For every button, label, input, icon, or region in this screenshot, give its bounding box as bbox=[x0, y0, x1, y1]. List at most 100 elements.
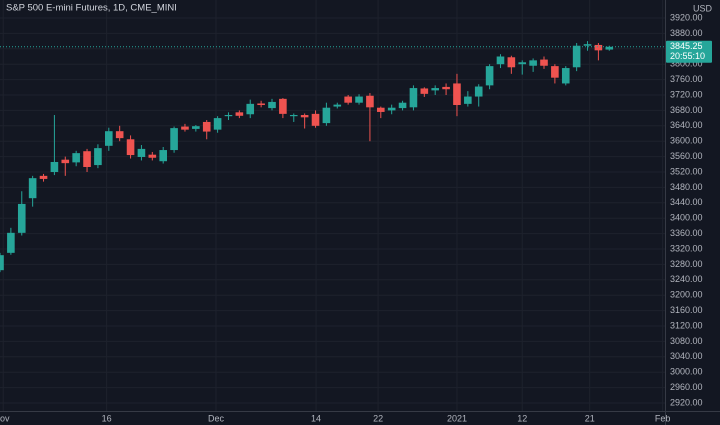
y-tick-label: 3480.00 bbox=[670, 182, 703, 192]
candle-body bbox=[605, 46, 614, 50]
y-tick-label: 3520.00 bbox=[670, 166, 703, 176]
candle-body bbox=[377, 107, 385, 112]
y-tick-label: 3120.00 bbox=[670, 320, 703, 330]
y-tick-label: 3360.00 bbox=[670, 228, 703, 238]
candle-body bbox=[398, 102, 407, 109]
candle-body bbox=[50, 161, 59, 172]
countdown-label: 20:55:10 bbox=[670, 51, 705, 61]
candle-body bbox=[583, 44, 592, 46]
y-tick-label: 3920.00 bbox=[670, 12, 703, 22]
y-tick-label: 3040.00 bbox=[670, 351, 703, 361]
y-tick-label: 2960.00 bbox=[670, 382, 703, 392]
y-tick-label: 3600.00 bbox=[670, 136, 703, 146]
candle-body bbox=[28, 178, 37, 199]
candle-body bbox=[202, 121, 211, 132]
y-tick-label: 3880.00 bbox=[670, 28, 703, 38]
candle-body bbox=[322, 107, 331, 124]
candle-body bbox=[496, 56, 505, 65]
x-tick-label: 2021 bbox=[447, 413, 467, 423]
candle-body bbox=[518, 62, 527, 65]
x-tick-label: 14 bbox=[311, 413, 321, 423]
candle-body bbox=[181, 126, 189, 130]
candle-body bbox=[192, 126, 200, 129]
x-tick-label: Feb bbox=[655, 413, 671, 423]
x-tick-label: 16 bbox=[102, 413, 112, 423]
y-tick-label: 3160.00 bbox=[670, 305, 703, 315]
candle-body bbox=[453, 83, 461, 106]
chart-title: S&P 500 E-mini Futures, 1D, CME_MINI bbox=[6, 3, 177, 14]
y-tick-label: 3320.00 bbox=[670, 243, 703, 253]
candle-body bbox=[61, 159, 70, 164]
candle-body bbox=[431, 88, 439, 91]
y-tick-label: 3640.00 bbox=[670, 120, 703, 130]
candle-body bbox=[83, 151, 91, 167]
x-tick-label: Dec bbox=[208, 413, 225, 423]
last-price-label: 3845.25 bbox=[670, 41, 703, 51]
candle-body bbox=[94, 148, 102, 166]
candle-body bbox=[409, 88, 418, 108]
candle-body bbox=[485, 66, 494, 86]
y-tick-label: 3440.00 bbox=[670, 197, 703, 207]
candle-body bbox=[246, 103, 255, 115]
candle-body bbox=[126, 139, 135, 156]
candle-body bbox=[442, 86, 450, 90]
candle-body bbox=[387, 107, 396, 111]
candle-body bbox=[17, 203, 26, 233]
candle-body bbox=[115, 131, 124, 139]
candle-body bbox=[344, 96, 352, 103]
candle-body bbox=[289, 115, 298, 117]
candle-body bbox=[507, 57, 516, 68]
candle-body bbox=[551, 66, 559, 78]
y-tick-label: 3560.00 bbox=[670, 151, 703, 161]
candle-body bbox=[594, 44, 603, 51]
y-tick-label: 3400.00 bbox=[670, 213, 703, 223]
candle-body bbox=[224, 115, 233, 117]
candle-body bbox=[39, 175, 48, 179]
candle-body bbox=[311, 113, 320, 126]
candle-body bbox=[529, 60, 537, 66]
y-tick-label: 3280.00 bbox=[670, 259, 703, 269]
candles bbox=[0, 41, 614, 273]
candle-body bbox=[7, 232, 15, 253]
x-tick-label: 12 bbox=[517, 413, 527, 423]
candle-body bbox=[300, 115, 309, 118]
candle-body bbox=[540, 59, 548, 66]
y-tick-label: 2920.00 bbox=[670, 397, 703, 407]
candle-body bbox=[420, 88, 429, 94]
y-tick-label: 3200.00 bbox=[670, 290, 703, 300]
x-tick-label: 22 bbox=[373, 413, 383, 423]
candle-body bbox=[235, 112, 244, 116]
candle-body bbox=[366, 95, 374, 108]
candle-body bbox=[137, 148, 146, 157]
candle-body bbox=[279, 98, 287, 114]
candle-body bbox=[474, 86, 483, 97]
candle-body bbox=[333, 104, 342, 107]
last-price-box bbox=[666, 40, 712, 63]
x-tick-label: ov bbox=[0, 413, 10, 423]
y-tick-label: 3760.00 bbox=[670, 74, 703, 84]
candle-body bbox=[105, 131, 113, 146]
y-tick-label: 3000.00 bbox=[670, 367, 703, 377]
y-tick-label: 3080.00 bbox=[670, 336, 703, 346]
currency-label: USD bbox=[693, 3, 713, 13]
y-tick-label: 3680.00 bbox=[670, 105, 703, 115]
candle-body bbox=[72, 153, 80, 163]
candle-body bbox=[257, 103, 265, 106]
candle-body bbox=[159, 150, 167, 162]
candle-body bbox=[148, 154, 157, 158]
candle-body bbox=[268, 101, 276, 109]
y-tick-label: 3720.00 bbox=[670, 89, 703, 99]
candle-body bbox=[572, 45, 581, 68]
candle-body bbox=[213, 118, 222, 130]
candle-body bbox=[561, 68, 570, 84]
candle-body bbox=[355, 96, 363, 103]
candle-body bbox=[170, 128, 178, 151]
y-tick-label: 3800.00 bbox=[670, 59, 703, 69]
candle-body bbox=[0, 255, 4, 271]
x-tick-label: 21 bbox=[585, 413, 595, 423]
candle-body bbox=[464, 96, 472, 104]
y-tick-label: 3240.00 bbox=[670, 274, 703, 284]
grid bbox=[0, 0, 665, 411]
